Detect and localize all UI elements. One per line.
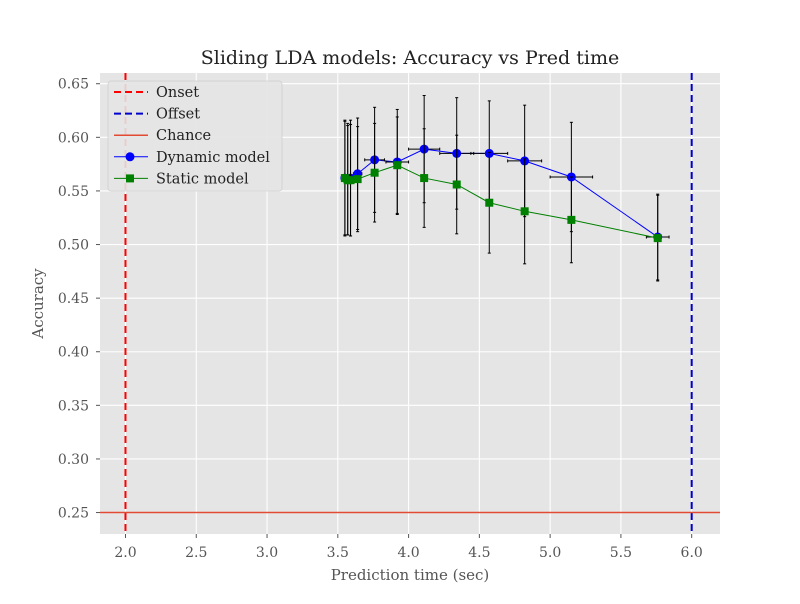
data-point	[567, 215, 576, 224]
data-point	[393, 161, 402, 170]
data-point	[370, 168, 379, 177]
legend-label: Static model	[156, 171, 249, 187]
x-tick-label: 6.0	[681, 545, 703, 561]
y-tick-label: 0.40	[58, 345, 89, 361]
legend-item-static-model: Static model	[114, 171, 249, 187]
data-point	[485, 198, 494, 207]
x-tick-label: 3.0	[256, 545, 278, 561]
legend-item-onset: Onset	[114, 85, 199, 101]
tick-labels: 2.0 2.5 3.0 3.5 4.0 4.5 5.0 5.5 6.0 0.25 0.30 0.35 0…	[58, 77, 703, 561]
y-tick-label: 0.45	[58, 291, 89, 307]
y-tick-label: 0.50	[58, 238, 89, 254]
legend-box	[107, 80, 283, 192]
legend: Onset Offset Chance Dynamic model Static mod…	[107, 80, 283, 192]
chart-title: Sliding LDA models: Accuracy vs Pred tim…	[201, 47, 619, 69]
x-tick-label: 2.5	[185, 545, 207, 561]
x-tick-label: 2.0	[114, 545, 136, 561]
data-point	[420, 174, 429, 183]
y-tick-label: 0.65	[58, 77, 89, 93]
y-axis-label: Accuracy	[29, 268, 47, 340]
x-axis-label: Prediction time (sec)	[331, 566, 490, 584]
legend-item-offset: Offset	[114, 107, 200, 123]
legend-item-dynamic-model: Dynamic model	[114, 150, 270, 166]
y-tick-label: 0.30	[58, 452, 89, 468]
series-static-model	[340, 116, 662, 282]
legend-label: Offset	[156, 107, 200, 123]
legend-label: Chance	[156, 128, 211, 144]
reference-lines	[100, 73, 720, 534]
x-tick-label: 3.5	[327, 545, 349, 561]
series-layer	[340, 95, 670, 282]
data-point	[353, 175, 362, 184]
data-point	[520, 207, 529, 216]
legend-label: Onset	[156, 85, 199, 101]
y-tick-label: 0.55	[58, 184, 89, 200]
legend-label: Dynamic model	[156, 150, 270, 166]
x-tick-label: 5.0	[539, 545, 561, 561]
data-point	[346, 176, 355, 185]
data-point	[452, 180, 461, 189]
x-tick-label: 5.5	[610, 545, 632, 561]
legend-marker	[125, 152, 135, 162]
x-tick-label: 4.5	[468, 545, 490, 561]
y-tick-label: 0.25	[58, 506, 89, 522]
legend-item-chance: Chance	[114, 128, 211, 144]
x-tick-label: 4.0	[397, 545, 419, 561]
y-tick-label: 0.60	[58, 130, 89, 146]
data-point	[653, 234, 662, 243]
y-tick-label: 0.35	[58, 398, 89, 414]
legend-marker	[126, 174, 134, 183]
